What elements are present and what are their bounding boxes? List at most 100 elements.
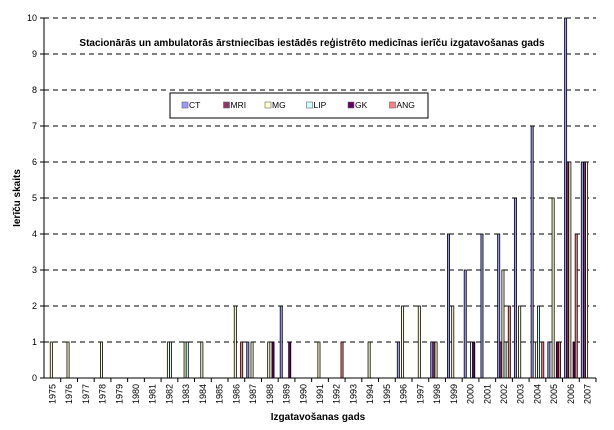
x-tick-label: 1998: [432, 384, 442, 404]
bar-ang-2004: [541, 341, 545, 379]
y-tick-label: 6: [32, 157, 37, 167]
x-tick-label: 1987: [248, 384, 258, 404]
bar-ang-2002: [507, 305, 511, 379]
x-tick-label: 2005: [549, 384, 559, 404]
x-tick-label: 1991: [315, 384, 325, 404]
bar-ct-2004: [530, 125, 534, 379]
y-tick-label: 3: [32, 265, 37, 275]
bar-mg-2007: [585, 161, 589, 379]
bar-mg-1984: [200, 341, 204, 379]
bar-mg-1994: [367, 341, 371, 379]
y-tick-label: 9: [32, 49, 37, 59]
x-tick-label: 2000: [466, 384, 476, 404]
bar-ct-1989: [279, 305, 283, 379]
y-tick-label: 1: [32, 337, 37, 347]
bar-lip-2004: [537, 305, 540, 379]
x-tick-label: 1984: [198, 384, 208, 404]
bar-mg-1978: [100, 341, 103, 379]
x-tick-label: 1975: [47, 384, 57, 404]
bar-ct-2000: [463, 269, 467, 379]
bar-mg-1976: [66, 341, 70, 379]
x-tick-label: 1990: [298, 384, 308, 404]
legend-swatch-mri: [223, 101, 230, 109]
x-tick-label: 1994: [365, 384, 375, 404]
x-tick-label: 2006: [566, 384, 576, 404]
x-tick-label: 1980: [131, 384, 141, 404]
bar-mg-1996: [401, 305, 405, 379]
x-tick-label: 2007: [583, 384, 593, 404]
bar-mg-1998: [434, 341, 438, 379]
bar-mg-2003: [518, 305, 522, 379]
x-tick-label: 1978: [98, 384, 108, 404]
bar-lip-2002: [503, 341, 507, 379]
bar-mg-1986: [233, 305, 237, 379]
bar-lip-1983: [185, 341, 189, 379]
legend-label-mri: MRI: [231, 100, 247, 110]
bar-ct-2005: [547, 341, 551, 379]
bar-ang-1986: [240, 341, 244, 379]
legend-label-mg: MG: [272, 100, 286, 110]
x-tick-label: 1999: [449, 384, 459, 404]
bar-gk-2000: [472, 341, 476, 379]
bar-mg-2006: [568, 161, 572, 379]
x-tick-label: 1983: [181, 384, 191, 404]
legend: CT MRI MG LIP GK ANG: [169, 92, 429, 119]
legend-label-lip: LIP: [314, 100, 327, 110]
chart-title: Stacionārās un ambulatorās ārstniecības …: [79, 36, 545, 49]
legend-swatch-gk: [347, 101, 355, 109]
legend-label-gk: GK: [355, 100, 368, 110]
bar-ang-2006: [574, 233, 578, 379]
legend-swatch-ct: [181, 101, 189, 109]
legend-swatch-mg: [264, 101, 272, 109]
y-tick-label: 8: [32, 85, 37, 95]
y-tick-label: 4: [32, 229, 37, 239]
bar-mg-1997: [417, 305, 421, 379]
bar-ct-1987: [246, 341, 250, 379]
legend-swatch-lip: [306, 101, 313, 109]
bar-ang-2005: [558, 341, 561, 379]
bar-mg-1991: [317, 341, 321, 379]
x-tick-label: 2004: [532, 384, 542, 404]
bar-mg-1987: [250, 341, 254, 379]
axes: 0 1 2 3 4 5 6 7 8 9 10 1975 1976 1977 1978 1979 1980 1981…: [27, 13, 597, 404]
bar-ang-1992: [340, 341, 344, 379]
bar-ct-1999: [447, 233, 450, 379]
x-tick-label: 1993: [348, 384, 358, 404]
y-axis-label: Ierīču skaits: [12, 169, 23, 227]
x-tick-label: 1982: [164, 384, 174, 404]
x-tick-label: 1989: [282, 384, 292, 404]
x-tick-label: 1996: [399, 384, 409, 404]
x-tick-label: 1988: [265, 384, 275, 404]
y-tick-label: 7: [32, 121, 37, 131]
x-tick-label: 1997: [415, 384, 425, 404]
y-tick-label: 2: [32, 301, 37, 311]
x-tick-label: 1981: [148, 384, 158, 404]
y-tick-label: 0: [32, 373, 37, 383]
y-tick-label: 10: [27, 13, 37, 23]
bar-lip-1982: [169, 341, 172, 379]
bar-ct-2001: [480, 233, 484, 379]
bar-gk-1989: [288, 341, 292, 379]
bar-mg-1975: [49, 341, 53, 379]
x-tick-label: 1986: [231, 384, 241, 404]
bar-mg-1999: [451, 305, 455, 379]
legend-swatch-ang: [389, 101, 396, 109]
x-tick-label: 2001: [482, 384, 492, 404]
legend-box: [169, 92, 429, 119]
x-tick-label: 2002: [499, 384, 509, 404]
bar-mg-1988: [267, 341, 271, 379]
legend-label-ang: ANG: [397, 100, 415, 110]
x-tick-label: 1992: [332, 384, 342, 404]
bar-mg-2005: [551, 197, 555, 379]
legend-label-ct: CT: [189, 100, 200, 110]
x-tick-label: 2003: [516, 384, 526, 404]
x-tick-label: 1979: [114, 384, 124, 404]
gridlines: [44, 17, 596, 343]
y-tick-label: 5: [32, 193, 37, 203]
bar-ct-2003: [513, 197, 517, 379]
bar-ct-1996: [396, 341, 400, 379]
x-tick-label: 1976: [64, 384, 74, 404]
x-axis-label: Izgatavošanas gads: [271, 412, 366, 423]
bar-gk-1988: [271, 341, 275, 379]
